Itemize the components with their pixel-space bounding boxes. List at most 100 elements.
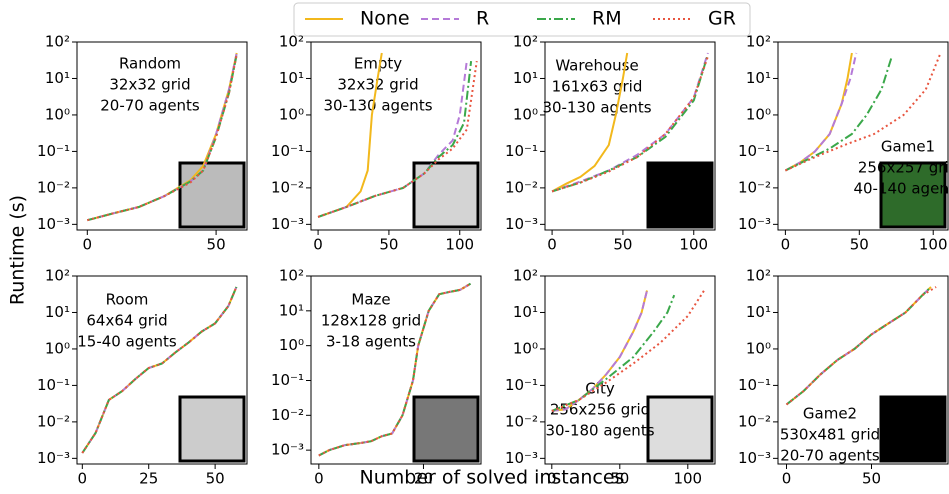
annotation: 161x63 grid [552, 78, 643, 96]
series-line [784, 56, 893, 172]
y-tick-label: 10² [513, 33, 538, 51]
legend-box [293, 2, 751, 37]
panel: 10⁻³ 10⁻² 10⁻¹ 10⁰ 10¹ 10² 0 50 Game2 530x481 gri… [738, 267, 949, 488]
y-tick-label: 10⁻² [505, 178, 538, 196]
series-line [551, 294, 676, 412]
y-tick-label: 10⁻¹ [505, 142, 538, 160]
x-tick-label: 25 [139, 470, 158, 488]
annotation: Room [106, 291, 149, 309]
y-tick-label: 10¹ [513, 69, 538, 87]
y-tick-label: 10⁰ [279, 105, 304, 123]
y-tick-label: 10⁻¹ [271, 371, 304, 389]
series-line [551, 56, 709, 193]
y-tick-label: 10⁰ [45, 105, 70, 123]
x-tick-label: 100 [679, 236, 708, 254]
x-tick-label: 0 [782, 470, 792, 488]
x-tick-label: 0 [83, 236, 93, 254]
annotation: Random [119, 55, 181, 73]
x-tick-label: 50 [850, 236, 869, 254]
panel: 10⁻³ 10⁻² 10⁻¹ 10⁰ 10¹ 10² 0 50 100 City 256x256 g… [505, 267, 716, 488]
series-line [87, 54, 238, 222]
annotation: 15-40 agents [77, 333, 177, 351]
y-tick-label: 10⁻¹ [37, 142, 70, 160]
y-tick-label: 10⁻¹ [37, 376, 70, 394]
annotation: 32x32 grid [337, 76, 418, 94]
panel: 10⁻³ 10⁻² 10⁻¹ 10⁰ 10¹ 10² 0 20 Maze 128x128 grid… [271, 267, 482, 488]
annotation: 30-130 agents [323, 97, 432, 115]
x-tick-label: 100 [673, 470, 702, 488]
x-tick-label: 50 [862, 470, 881, 488]
annotation: 128x128 grid [321, 312, 421, 330]
x-tick-label: 0 [313, 236, 323, 254]
x-tick-label: 50 [207, 236, 226, 254]
map-inset [178, 395, 246, 463]
y-tick-label: 10⁻³ [505, 215, 538, 233]
series-line [784, 52, 858, 172]
map-inset [879, 395, 947, 463]
x-axis-label: Number of solved instances [360, 467, 625, 489]
annotation: 3-18 agents [326, 333, 416, 351]
x-tick-label: 0 [547, 470, 557, 488]
y-tick-label: 10⁰ [746, 339, 771, 357]
y-axis-label: Runtime (s) [7, 195, 29, 305]
x-tick-label: 0 [781, 236, 791, 254]
annotation: City [585, 380, 615, 398]
y-tick-label: 10¹ [279, 301, 304, 319]
y-tick-label: 10¹ [45, 69, 70, 87]
map-inset [646, 161, 714, 229]
y-tick-label: 10⁻² [271, 178, 304, 196]
series-line [81, 286, 238, 454]
series-line [551, 52, 709, 193]
y-tick-label: 10⁰ [513, 105, 538, 123]
series-line [318, 282, 472, 457]
series-line [317, 60, 478, 218]
x-tick-label: 50 [379, 236, 398, 254]
series-line [551, 52, 629, 193]
y-tick-label: 10² [513, 267, 538, 285]
y-tick-label: 10¹ [45, 303, 70, 321]
x-tick-label: 100 [445, 236, 474, 254]
panel: 10⁻³ 10⁻² 10⁻¹ 10⁰ 10¹ 10² 0 50 100 Warehouse 161x… [505, 33, 716, 254]
annotation: Maze [351, 291, 390, 309]
map-inset [412, 161, 480, 229]
y-tick-label: 10⁻² [37, 412, 70, 430]
x-tick-label: 20 [414, 470, 433, 488]
y-tick-label: 10⁻² [738, 178, 771, 196]
y-tick-label: 10⁻² [738, 412, 771, 430]
series-line [318, 282, 472, 457]
y-tick-label: 10² [45, 267, 70, 285]
annotation: 256x257 grid [858, 159, 949, 177]
y-tick-label: 10¹ [279, 69, 304, 87]
series-line [785, 286, 932, 406]
y-tick-label: 10¹ [746, 303, 771, 321]
y-tick-label: 10⁰ [279, 336, 304, 354]
y-tick-label: 10² [279, 33, 304, 51]
y-tick-label: 10⁻³ [271, 441, 304, 459]
y-tick-label: 10² [279, 267, 304, 285]
legend-label: R [476, 8, 489, 30]
legend-label: None [360, 8, 410, 30]
panel: 10⁻³ 10⁻² 10⁻¹ 10⁰ 10¹ 10² 0 50 100 Game1 256x257 … [738, 33, 949, 254]
annotation: Empty [354, 55, 402, 73]
x-tick-label: 0 [314, 470, 324, 488]
y-tick-label: 10² [746, 267, 771, 285]
y-tick-label: 10¹ [746, 69, 771, 87]
annotation: Warehouse [555, 57, 638, 75]
map-inset [412, 395, 480, 463]
map-inset [879, 161, 947, 229]
x-tick-label: 100 [919, 236, 948, 254]
panel: 10⁻³ 10⁻² 10⁻¹ 10⁰ 10¹ 10² 0 25 50 Room 64x64 grid… [37, 267, 248, 488]
y-tick-label: 10⁰ [513, 339, 538, 357]
annotation: Game2 [803, 405, 857, 423]
annotation: 40-140 agents [853, 180, 949, 198]
annotation: 256x256 grid [550, 401, 650, 419]
y-tick-label: 10⁻² [505, 412, 538, 430]
series-line [551, 290, 648, 412]
annotation: 30-130 agents [542, 99, 651, 117]
x-tick-label: 50 [610, 470, 629, 488]
y-tick-label: 10⁻¹ [738, 376, 771, 394]
x-tick-label: 50 [206, 470, 225, 488]
y-tick-label: 10⁻² [37, 178, 70, 196]
y-tick-label: 10⁻³ [37, 215, 70, 233]
